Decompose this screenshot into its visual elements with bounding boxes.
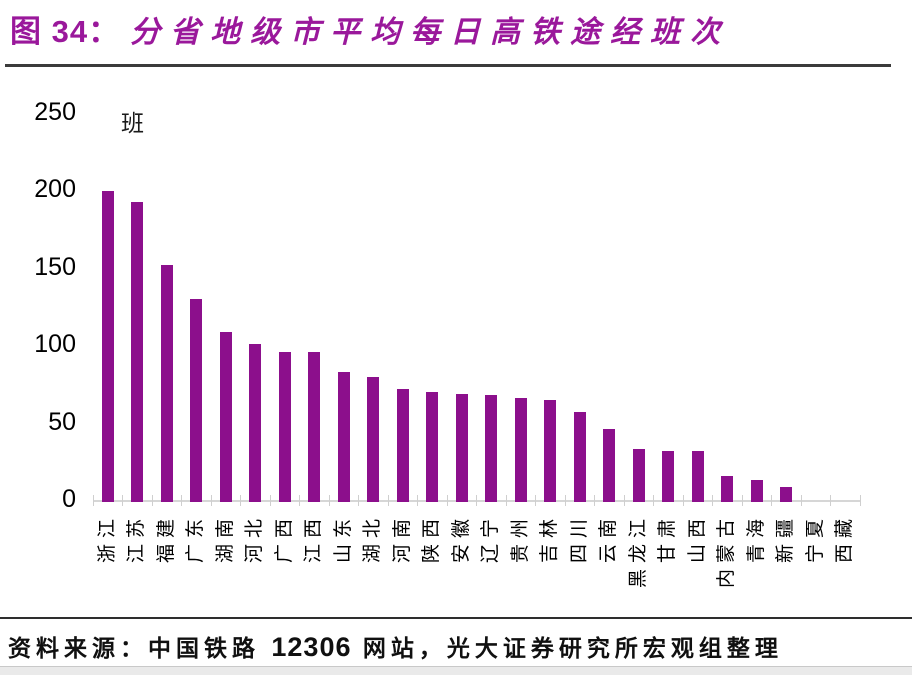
x-axis-tick [623, 495, 625, 506]
bar-四川 [573, 412, 586, 502]
x-axis-label: 云南 [598, 513, 620, 564]
figure-title-text: 分省地级市平均每日高铁途经班次 [130, 16, 731, 49]
title-separator-rule [5, 64, 891, 67]
x-axis-tick [741, 495, 743, 506]
x-axis-tick [122, 495, 123, 506]
x-axis-label: 山东 [332, 513, 354, 564]
x-axis-label: 内蒙古 [716, 513, 738, 589]
bar-贵州 [514, 398, 527, 502]
y-tick-label: 250 [34, 98, 76, 126]
bar-辽宁 [485, 395, 498, 502]
x-axis-tick [594, 495, 595, 506]
x-axis-label: 甘肃 [657, 513, 679, 564]
figure-number: 图 34： [10, 14, 121, 49]
x-axis-tick [535, 495, 536, 506]
source-number: 12306 [271, 632, 352, 662]
x-axis-label: 黑龙江 [627, 513, 649, 589]
x-axis-label: 安徽 [450, 513, 472, 564]
x-axis-tick [476, 495, 477, 506]
bar-江西 [308, 351, 321, 502]
x-axis-tick [92, 495, 94, 506]
x-axis-label: 陕西 [421, 513, 443, 564]
source-text-suffix: 网站，光大证券研究所宏观组整理 [351, 635, 783, 661]
x-axis-label: 福建 [155, 513, 177, 564]
x-axis-tick [181, 495, 182, 506]
x-axis-label: 宁夏 [804, 513, 826, 564]
bar-安徽 [455, 393, 468, 502]
x-axis-label: 青海 [745, 513, 767, 564]
x-axis-label: 浙江 [96, 513, 118, 564]
bar-山东 [337, 372, 350, 502]
bar-广东 [190, 299, 203, 502]
x-axis-label: 广西 [273, 513, 295, 564]
x-axis-tick [682, 495, 684, 506]
x-axis-label: 辽宁 [480, 513, 502, 564]
x-axis-tick [210, 495, 212, 506]
bar-新疆 [780, 486, 793, 502]
x-axis-tick [358, 495, 359, 506]
bar-福建 [160, 265, 173, 502]
x-axis-label: 西藏 [834, 513, 856, 564]
x-axis-tick [859, 495, 861, 506]
x-axis-tick [505, 495, 507, 506]
bar-浙江 [101, 190, 114, 502]
y-tick-label: 50 [48, 407, 76, 436]
bar-陕西 [426, 392, 439, 502]
y-axis-unit-label: 班 [121, 110, 144, 136]
y-tick-label: 0 [62, 485, 76, 513]
x-axis-tick [387, 495, 389, 506]
x-axis-tick [446, 495, 448, 506]
x-axis-label: 江西 [303, 513, 325, 564]
x-axis-label: 河南 [391, 513, 413, 564]
x-axis-label: 湖南 [214, 513, 236, 564]
source-note: 资料来源：中国铁路 12306 网站，光大证券研究所宏观组整理 [8, 629, 783, 663]
x-axis-tick [653, 495, 654, 506]
x-axis-label: 四川 [568, 513, 590, 564]
x-axis-label: 贵州 [509, 513, 531, 564]
y-tick-label: 150 [34, 252, 76, 281]
x-axis-label: 河北 [244, 513, 266, 564]
y-tick-label: 200 [34, 175, 76, 204]
bar-山西 [691, 451, 704, 502]
x-axis-tick [269, 495, 271, 506]
bar-云南 [603, 429, 616, 502]
bar-湖南 [219, 331, 232, 502]
bar-青海 [750, 480, 763, 502]
x-axis-tick [800, 495, 802, 506]
bottom-border-strip [0, 666, 912, 675]
x-axis-label: 吉林 [539, 513, 561, 564]
bar-内蒙古 [721, 475, 734, 502]
bar-湖北 [367, 376, 380, 502]
bar-江苏 [131, 201, 144, 502]
bar-吉林 [544, 399, 557, 502]
x-axis-tick [712, 495, 713, 506]
x-axis-tick [240, 495, 241, 506]
bar-广西 [278, 351, 291, 502]
figure-title: 图 34： 分省地级市平均每日高铁途经班次 [10, 6, 730, 51]
bar-甘肃 [662, 451, 675, 502]
x-axis-label: 江苏 [126, 513, 148, 564]
bar-黑龙江 [632, 449, 645, 502]
x-axis-tick [564, 495, 566, 506]
source-text-prefix: 资料来源：中国铁路 [8, 635, 272, 661]
footer-separator-rule [0, 617, 912, 619]
x-axis-tick [771, 495, 772, 506]
x-axis-label: 广东 [185, 513, 207, 564]
x-axis-tick [417, 495, 418, 506]
x-axis-tick [299, 495, 300, 506]
x-axis-label: 山西 [686, 513, 708, 564]
x-axis-label: 湖北 [362, 513, 384, 564]
bar-河北 [249, 344, 262, 502]
x-axis-label: 新疆 [775, 513, 797, 564]
x-axis-tick [328, 495, 330, 506]
x-axis-tick [151, 495, 153, 506]
x-axis-tick [830, 495, 831, 506]
y-tick-label: 100 [34, 330, 76, 359]
bar-河南 [396, 389, 409, 502]
